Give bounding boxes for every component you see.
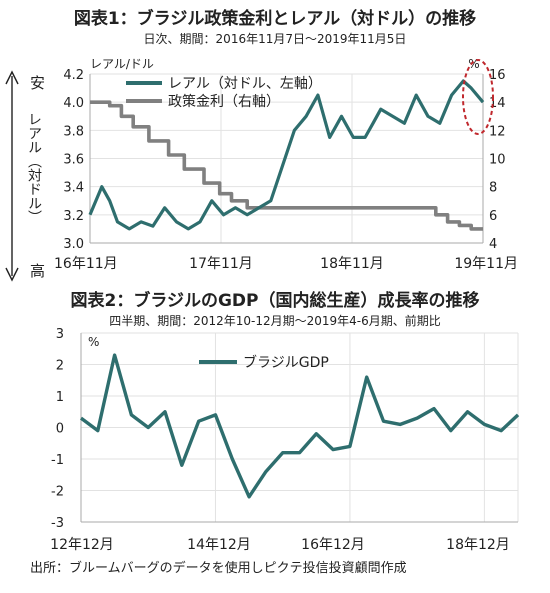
chart1-ytick-left: 3.8 [63, 124, 84, 139]
chart1-direction-top: 安 [30, 74, 45, 92]
chart1-subtitle: 日次、期間：2016年11月7日～2019年11月5日 [143, 32, 407, 46]
source-note: 出所：ブルームバーグのデータを使用しピクテ投信投資顧問作成 [30, 561, 407, 576]
chart2-ytick: -2 [51, 485, 64, 500]
chart2-series-gdp-line [79, 353, 520, 499]
chart1-ytick-right: 4 [489, 237, 497, 252]
chart1-xtick: 17年11月 [189, 256, 253, 272]
chart2-ytick: 2 [56, 359, 64, 374]
chart2-ytick: 1 [56, 390, 64, 405]
chart2-xtick: 12年12月 [50, 537, 114, 553]
chart1-xtick: 16年11月 [54, 256, 118, 272]
chart1-y-axis-label: レアル（対ドル） [26, 112, 42, 224]
chart2-title: 図表2：ブラジルのGDP（国内総生産）成長率の推移 [70, 291, 480, 311]
chart2-y-unit: % [88, 335, 99, 349]
chart1-legend-label-policy-rate: 政策金利（右軸） [168, 93, 280, 110]
chart2-ytick: 0 [56, 422, 64, 437]
chart1-ytick-right: 16 [489, 68, 506, 83]
chart1-xtick: 19年11月 [454, 256, 518, 272]
chart1-xtick: 18年11月 [320, 256, 384, 272]
chart1-ytick-right: 12 [489, 124, 506, 139]
chart2-xtick: 18年12月 [446, 537, 510, 553]
chart1-legend-label-real: レアル（対ドル、左軸） [168, 76, 322, 92]
chart1-ytick-right: 10 [489, 153, 506, 168]
chart1-ytick-left: 4.2 [63, 68, 84, 83]
chart1-ytick-left: 3.4 [63, 181, 84, 196]
chart1-ytick-left: 3.6 [63, 153, 84, 168]
chart1-direction-arrow-down-icon [5, 267, 19, 282]
chart1-ytick-right: 14 [489, 96, 506, 111]
chart2-ytick: -3 [51, 516, 64, 531]
chart1-direction-bottom: 高 [30, 262, 45, 280]
chart2-ytick: 3 [56, 327, 64, 342]
chart2-xtick: 14年12月 [187, 537, 251, 553]
chart1-highlight-ellipse [462, 59, 494, 135]
chart2-legend-label-gdp: ブラジルGDP [243, 354, 329, 371]
chart1-right-unit: % [468, 57, 479, 71]
chart1-series-policy-rate-line [90, 100, 483, 231]
chart2-subtitle: 四半期、期間：2012年10-12月期～2019年4-6月期、前期比 [109, 314, 441, 328]
chart1-ytick-left: 4.0 [63, 96, 84, 111]
chart2-ytick: -1 [51, 453, 64, 468]
chart1-ytick-right: 8 [489, 181, 497, 196]
chart2-xtick: 16年12月 [301, 537, 365, 553]
chart1-ytick-right: 6 [489, 209, 497, 224]
chart1-title: 図表1：ブラジル政策金利とレアル（対ドル）の推移 [73, 9, 477, 29]
chart1-ytick-left: 3.2 [63, 209, 84, 224]
chart1-series-real-line [88, 79, 485, 231]
chart1-direction-arrow-up-icon [5, 70, 19, 85]
chart1-ytick-left: 3.0 [63, 237, 84, 252]
chart1-left-unit: レアル/ドル [90, 57, 154, 71]
